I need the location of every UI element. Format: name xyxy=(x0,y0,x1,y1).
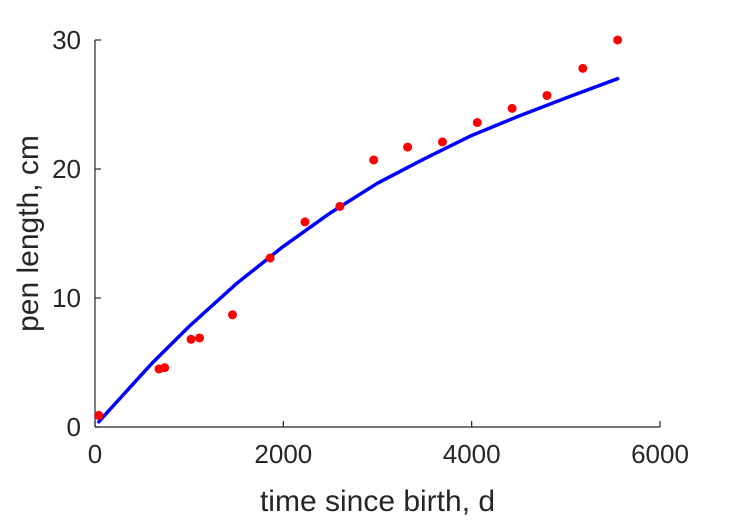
data-point xyxy=(186,334,196,344)
data-point xyxy=(94,410,104,420)
fit-curve xyxy=(97,76,620,424)
x-tick-label: 2000 xyxy=(254,439,312,469)
data-point xyxy=(369,155,379,165)
y-axis-title: pen length, cm xyxy=(12,135,45,332)
x-tick-label: 4000 xyxy=(443,439,501,469)
y-tick-label: 30 xyxy=(52,25,81,55)
y-tick-label: 10 xyxy=(52,283,81,313)
data-point xyxy=(403,142,413,152)
data-point xyxy=(613,35,623,45)
data-point xyxy=(472,118,482,128)
axes xyxy=(94,40,660,428)
data-points-group xyxy=(94,35,623,420)
fit-curve-group xyxy=(97,76,620,424)
data-point xyxy=(300,217,310,227)
x-axis-title: time since birth, d xyxy=(260,485,495,518)
ticks: 0 2000 4000 6000 0 10 20 30 xyxy=(52,25,689,469)
y-tick-label: 0 xyxy=(67,412,81,442)
data-point xyxy=(507,103,517,113)
data-point xyxy=(265,253,275,263)
data-point xyxy=(437,137,447,147)
data-point xyxy=(227,310,237,320)
x-tick-label: 0 xyxy=(88,439,102,469)
data-point xyxy=(578,63,588,73)
data-point xyxy=(160,363,170,373)
data-point xyxy=(542,90,552,100)
data-point xyxy=(195,333,205,343)
x-tick-label: 6000 xyxy=(631,439,689,469)
y-tick-label: 20 xyxy=(52,154,81,184)
data-point xyxy=(335,201,345,211)
